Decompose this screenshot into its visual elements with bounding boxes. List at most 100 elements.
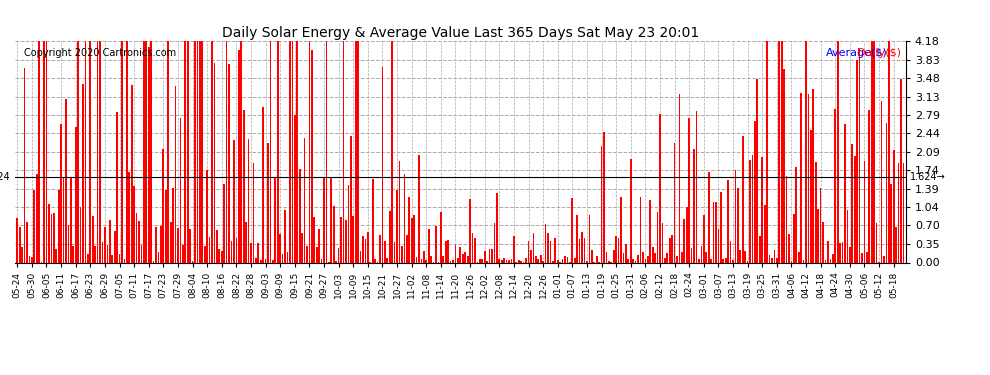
Bar (544, 224, 546, 262)
Bar (491, 249, 493, 262)
Bar (279, 234, 281, 262)
Bar (890, 184, 892, 262)
Bar (136, 213, 138, 262)
Bar (591, 250, 593, 262)
Bar (170, 222, 171, 262)
Bar (301, 233, 303, 262)
Bar (199, 41, 201, 262)
Bar (651, 247, 653, 262)
Bar (97, 41, 98, 262)
Bar (751, 155, 753, 262)
Bar (172, 188, 174, 262)
Bar (362, 236, 364, 262)
Bar (216, 230, 218, 262)
Bar (793, 214, 795, 262)
Bar (219, 249, 220, 262)
Bar (323, 178, 325, 262)
Bar (224, 184, 225, 262)
Bar (842, 242, 843, 262)
Bar (107, 245, 108, 262)
Text: Average($): Average($) (827, 48, 888, 58)
Bar (296, 41, 298, 262)
Bar (608, 261, 610, 262)
Bar (426, 260, 427, 262)
Bar (588, 215, 590, 262)
Bar (431, 256, 432, 262)
Bar (428, 228, 430, 262)
Bar (616, 236, 617, 262)
Bar (781, 41, 782, 262)
Bar (823, 222, 824, 262)
Bar (331, 177, 333, 262)
Bar (65, 99, 66, 262)
Bar (832, 254, 834, 262)
Bar (827, 241, 829, 262)
Bar (576, 214, 578, 262)
Bar (718, 229, 720, 262)
Bar (521, 261, 522, 262)
Bar (676, 256, 678, 262)
Bar (571, 198, 573, 262)
Bar (454, 245, 456, 262)
Bar (457, 258, 458, 262)
Bar (586, 261, 588, 262)
Bar (187, 41, 188, 262)
Bar (810, 130, 812, 262)
Bar (766, 41, 768, 262)
Bar (413, 215, 415, 262)
Bar (299, 169, 301, 262)
Bar (440, 212, 442, 262)
Bar (257, 243, 259, 262)
Bar (384, 240, 386, 262)
Bar (674, 143, 675, 262)
Bar (82, 84, 84, 262)
Bar (184, 41, 186, 262)
Bar (357, 41, 359, 262)
Bar (481, 259, 483, 262)
Bar (126, 41, 128, 262)
Bar (467, 256, 468, 262)
Bar (494, 222, 495, 262)
Bar (633, 260, 634, 262)
Bar (710, 259, 712, 262)
Bar (861, 252, 863, 262)
Bar (649, 201, 651, 262)
Bar (408, 198, 410, 262)
Bar (552, 261, 553, 262)
Bar (233, 140, 235, 262)
Bar (50, 213, 52, 262)
Bar (825, 260, 827, 262)
Bar (584, 238, 585, 262)
Bar (294, 115, 296, 262)
Bar (134, 186, 135, 262)
Bar (326, 41, 328, 262)
Bar (29, 256, 31, 262)
Bar (530, 250, 532, 262)
Bar (742, 135, 743, 262)
Bar (104, 227, 106, 262)
Bar (75, 127, 76, 262)
Bar (162, 149, 164, 262)
Bar (87, 254, 89, 262)
Bar (197, 41, 198, 262)
Bar (840, 243, 841, 262)
Bar (36, 174, 38, 262)
Bar (851, 144, 853, 262)
Bar (236, 238, 238, 262)
Bar (114, 231, 116, 262)
Bar (574, 258, 575, 262)
Bar (243, 110, 245, 262)
Bar (459, 247, 461, 262)
Bar (194, 41, 196, 262)
Bar (141, 245, 143, 262)
Bar (277, 41, 278, 262)
Bar (669, 238, 670, 262)
Bar (888, 41, 890, 262)
Bar (226, 41, 228, 262)
Bar (561, 259, 563, 262)
Bar (484, 251, 485, 262)
Bar (160, 226, 161, 262)
Bar (761, 157, 763, 262)
Bar (143, 41, 145, 262)
Bar (109, 220, 111, 262)
